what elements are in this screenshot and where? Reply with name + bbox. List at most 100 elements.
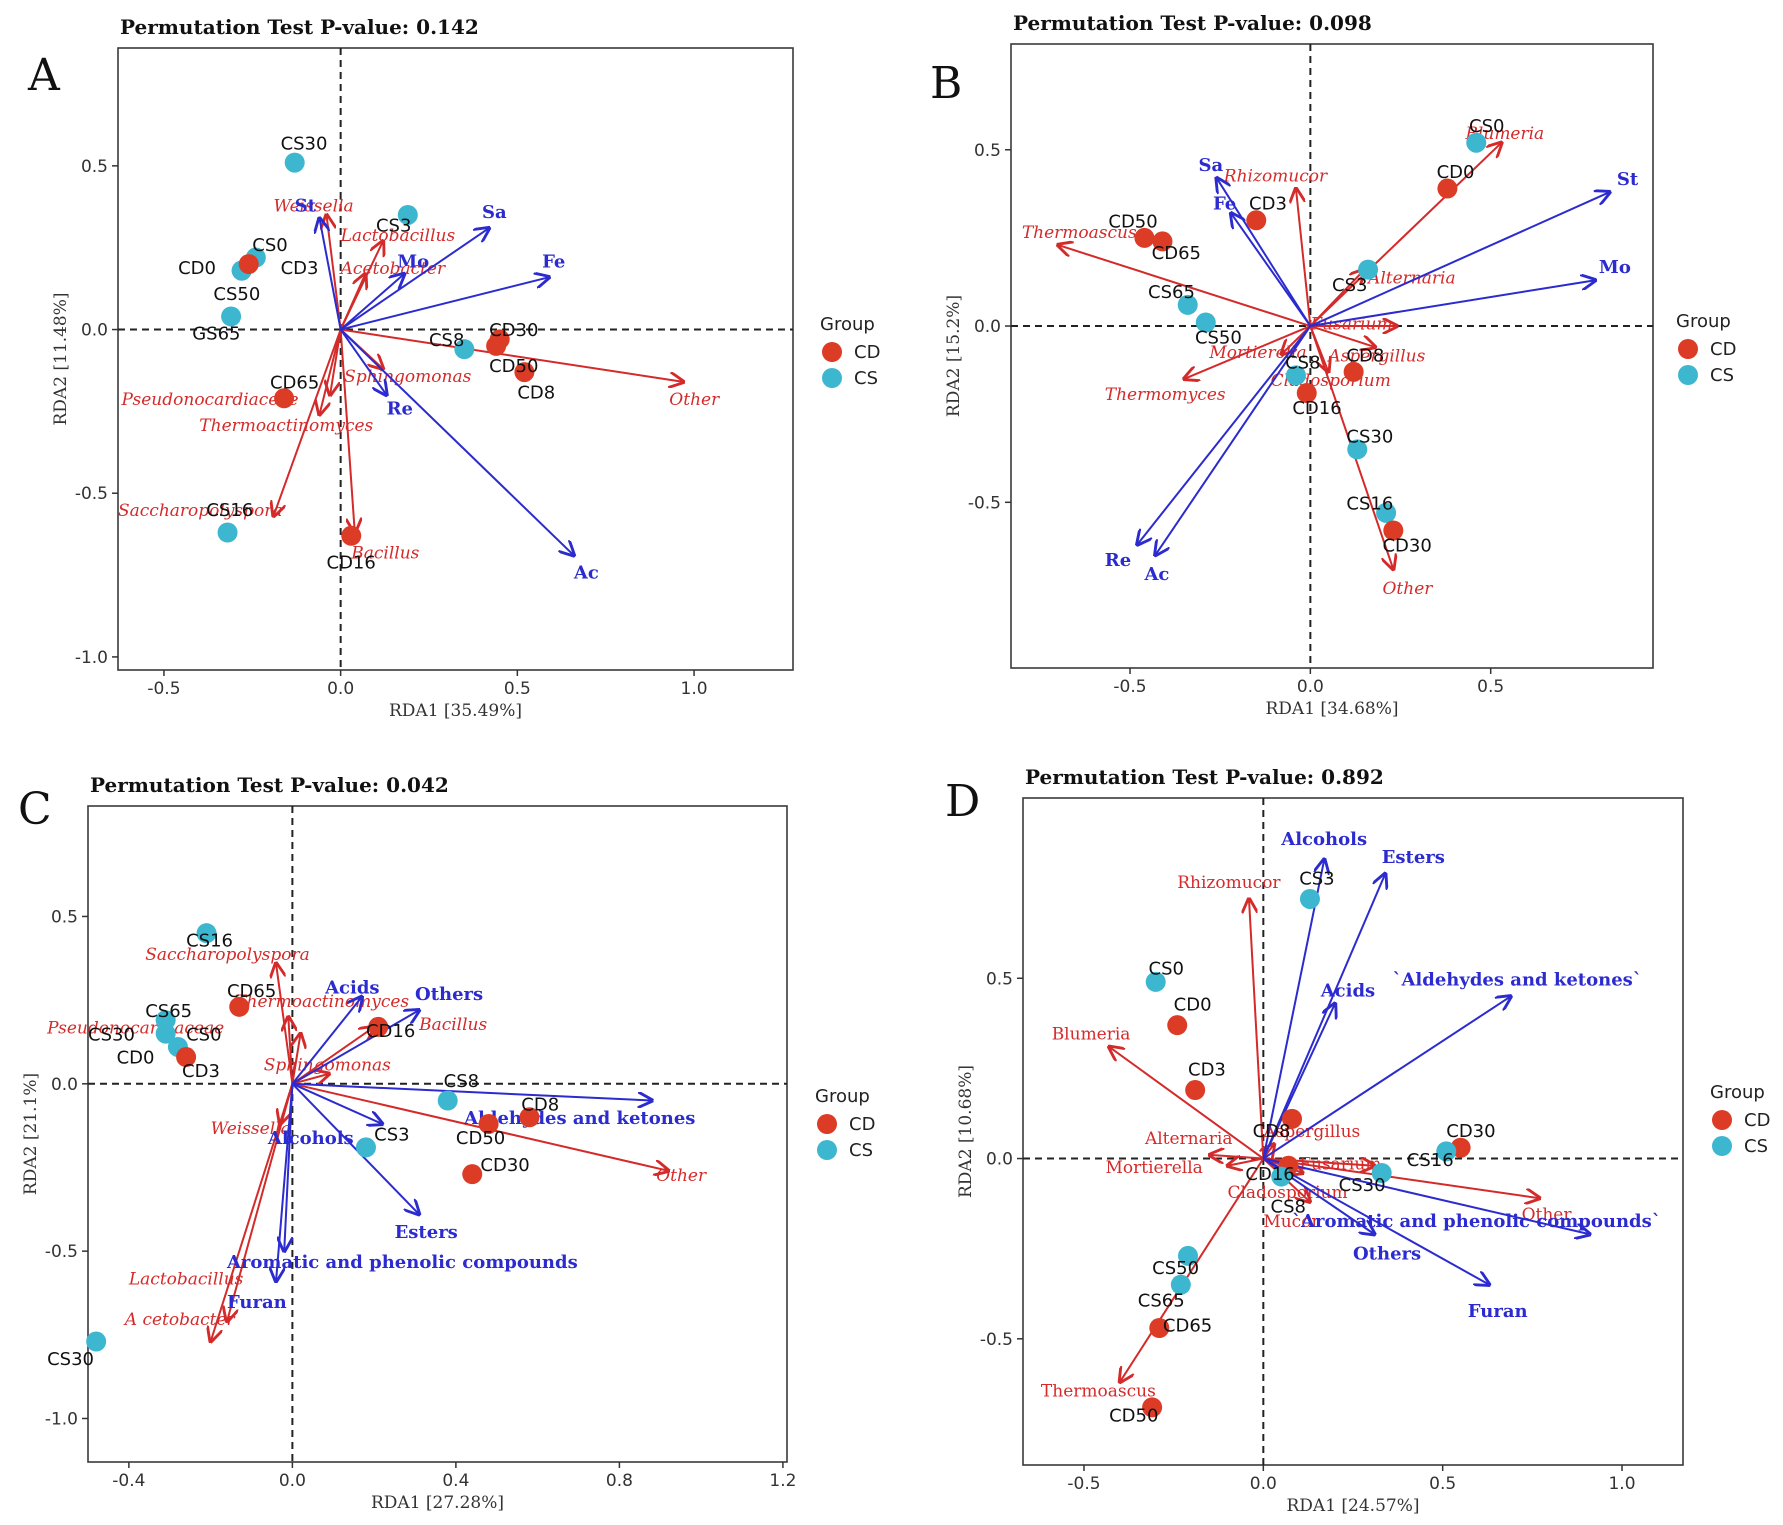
sample-point-cd16 — [1296, 383, 1317, 404]
species-arrow-a-cetobacter — [211, 1083, 294, 1342]
sample-label-cd0: CD0 — [178, 258, 216, 279]
env-label-acids: Acids — [1320, 980, 1375, 1001]
species-label-sphingomonas: Sphingomonas — [264, 1055, 391, 1075]
sample-label-cs8: CS8 — [1285, 352, 1320, 373]
panel-letter: A — [27, 50, 61, 101]
sample-label-cs8: CS8 — [444, 1071, 479, 1092]
sample-point-cs3 — [355, 1137, 376, 1158]
sample-label-cs16: CS16 — [1346, 493, 1393, 514]
sample-label-cd8: CD8 — [521, 1095, 559, 1116]
species-label-thermoascus: Thermoascus — [1022, 223, 1137, 243]
legend-swatch-cs — [817, 1140, 837, 1160]
x-tick-label: -0.5 — [1113, 677, 1146, 697]
sample-point-cd8 — [519, 1107, 540, 1128]
sample-point-cd16 — [341, 525, 362, 546]
env-label-fe: Fe — [542, 251, 565, 272]
sample-point-cs30 — [1347, 439, 1368, 460]
env-arrow-st — [1309, 192, 1609, 327]
legend-swatch-cd — [1678, 339, 1698, 359]
env-label-esters: Esters — [395, 1222, 458, 1243]
sample-point-cs0 — [1466, 132, 1487, 153]
sample-point-cd0 — [1437, 178, 1458, 199]
sample-point-cs16 — [1376, 502, 1397, 523]
panel-c: C Permutation Test P-value: 0.042 -0.4 0.0 0… — [18, 773, 875, 1513]
env-label-aromatic-and-phenolic-compounds: Aromatic and phenolic compounds — [226, 1252, 578, 1273]
legend-swatch-cd — [1712, 1110, 1732, 1130]
species-label-weissella: Weissella — [211, 1119, 291, 1139]
sample-point-cd16 — [368, 1016, 389, 1037]
sample-point-cd0 — [1167, 1015, 1188, 1036]
sample-label-cs50: CS50 — [213, 284, 260, 305]
sample-point-cs30 — [86, 1331, 107, 1352]
sample-label-cs50: CS50 — [1195, 328, 1242, 349]
y-tick-label: -0.5 — [45, 1242, 78, 1262]
species-arrow-bacillus — [339, 329, 355, 533]
sample-label-cd16: CD16 — [1292, 398, 1341, 419]
y-tick-label: 0.5 — [81, 157, 108, 177]
env-arrow-re — [339, 328, 387, 395]
sample-point-cs8 — [454, 339, 475, 360]
y-tick-label: 0.5 — [51, 907, 78, 927]
x-tick-label: -0.5 — [1067, 1474, 1100, 1494]
species-arrow-bacillus — [291, 1027, 374, 1085]
species-label-pseudonocardiaceae: Pseudonocardiaceae — [46, 1019, 224, 1039]
x-tick-label: 0.0 — [327, 679, 354, 699]
env-arrow-mo — [339, 274, 405, 331]
sample-point-cs50 — [1195, 312, 1216, 333]
sample-label-cd8: CD8 — [517, 382, 555, 403]
plot-frame — [1010, 43, 1654, 669]
env-label-others: Others — [1353, 1243, 1421, 1264]
species-arrow-lactobacillus — [227, 1083, 294, 1322]
x-tick-label: 1.0 — [1608, 1474, 1635, 1494]
species-label-pseudonocardiaceae: Pseudonocardiaceae — [121, 390, 299, 410]
env-label-fe: Fe — [1213, 194, 1236, 215]
x-tick-label: 0.0 — [1250, 1474, 1277, 1494]
sample-point-cs50 — [155, 1023, 176, 1044]
env-label-aromatic-and-phenolic-compounds: `Aromatic and phenolic compounds` — [1292, 1211, 1661, 1232]
sample-label-cs30: CS30 — [47, 1349, 94, 1370]
y-tick-label: 0.0 — [974, 317, 1001, 337]
plot-frame — [117, 47, 794, 671]
chart-title: Permutation Test P-value: 0.042 — [90, 773, 449, 797]
x-tick-label: 0.5 — [1477, 677, 1504, 697]
sample-point-cs65 — [221, 306, 242, 327]
sample-label-cd30: CD30 — [1446, 1121, 1495, 1142]
x-tick-label: 0.8 — [606, 1471, 633, 1491]
sample-label-cs30: CS30 — [1339, 1175, 1386, 1196]
legend-title: Group — [1710, 1082, 1765, 1103]
env-arrow-acids — [291, 997, 361, 1085]
sample-point-cs30 — [1371, 1162, 1392, 1183]
panel-letter: C — [18, 784, 52, 835]
legend-item-cd: CD — [854, 342, 880, 363]
sample-label-cs30: CS30 — [1346, 426, 1393, 447]
sample-point-cd3 — [1185, 1080, 1206, 1101]
sample-label-cs8: CS8 — [429, 330, 464, 351]
species-arrow-rhizomucor — [1249, 899, 1265, 1159]
sample-label-cd30: CD30 — [1382, 536, 1431, 557]
sample-point-cd8 — [514, 362, 535, 383]
chart-title: Permutation Test P-value: 0.892 — [1025, 765, 1384, 789]
sample-label-cs3: CS3 — [1299, 869, 1334, 890]
sample-point-cd65 — [1149, 1317, 1170, 1338]
env-arrow-alcohols — [291, 1082, 382, 1124]
sample-point-cd65 — [1152, 231, 1173, 252]
env-arrow-aldehydes-and-ketones — [292, 1082, 652, 1101]
y-tick-label: -0.5 — [980, 1330, 1013, 1350]
y-tick-label: 0.0 — [51, 1075, 78, 1095]
species-arrow-mortierella — [1227, 1159, 1264, 1166]
sample-point-cs16 — [196, 923, 217, 944]
sample-point-cs16 — [1436, 1141, 1457, 1162]
env-label-furan: Furan — [1468, 1301, 1528, 1322]
plot-frame — [1022, 797, 1684, 1466]
env-arrow-aldehydes-and-ketones — [1262, 996, 1511, 1160]
legend-item-cs: CS — [854, 368, 878, 389]
legend-swatch-cs — [1712, 1136, 1732, 1156]
sample-label-cd50: CD50 — [456, 1128, 505, 1149]
species-label-blumeria: Blumeria — [1052, 1025, 1131, 1045]
sample-point-cs8 — [1271, 1166, 1292, 1187]
y-tick-label: 0.5 — [974, 141, 1001, 161]
env-label-st: St — [1617, 169, 1639, 190]
species-label-other: Other — [656, 1166, 707, 1186]
env-label-mo: Mo — [1599, 257, 1631, 278]
legend-swatch-cd — [817, 1114, 837, 1134]
